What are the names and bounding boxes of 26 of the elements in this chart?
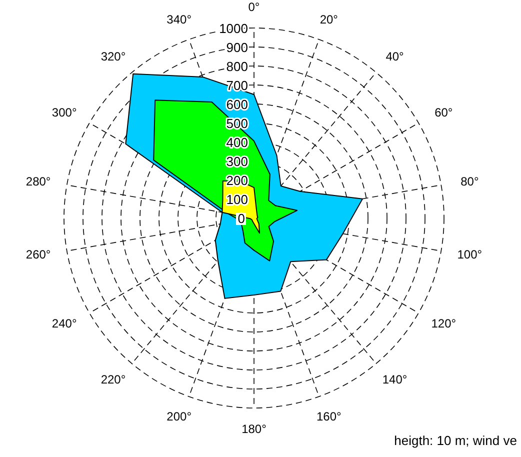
text: heigth: 10 m; wind ve <box>394 433 517 448</box>
y-tick-label: 100 <box>226 192 248 207</box>
y-tick-label: 900 <box>226 40 248 55</box>
spoke-label: 140° <box>382 372 408 387</box>
spoke-label: 40° <box>386 49 404 64</box>
spoke-label: 120° <box>431 316 456 330</box>
spoke-label: 320° <box>100 49 126 64</box>
y-tick-label: 0 <box>238 211 245 226</box>
spoke-label: 0° <box>248 0 260 14</box>
spoke-label: 220° <box>100 372 126 387</box>
spoke-label: 80° <box>460 174 479 188</box>
spoke-label: 340° <box>166 12 192 27</box>
spoke-label: 180° <box>242 422 267 436</box>
y-tick-label: 300 <box>226 154 248 169</box>
spoke-label: 100° <box>457 248 482 262</box>
spoke-label: 280° <box>26 174 51 188</box>
spoke-label: 60° <box>434 106 453 120</box>
y-tick-label: 600 <box>226 97 248 112</box>
spoke-label: 20° <box>320 12 338 27</box>
spoke-label: 300° <box>52 106 77 120</box>
spoke-label: 240° <box>52 316 77 330</box>
y-tick-label: 800 <box>226 59 248 74</box>
spoke-label: 260° <box>26 248 51 262</box>
spoke-label: 200° <box>166 409 192 424</box>
y-tick-label: 400 <box>226 135 248 150</box>
spoke-label: 160° <box>316 409 342 424</box>
